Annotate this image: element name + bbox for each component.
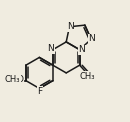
Text: N: N [47,44,54,53]
Text: N: N [88,34,95,43]
Text: O: O [16,75,23,84]
Text: N: N [67,22,73,31]
Text: N: N [78,45,85,54]
Text: F: F [37,87,43,96]
Text: CH₃: CH₃ [4,75,20,84]
Text: CH₃: CH₃ [80,72,96,81]
